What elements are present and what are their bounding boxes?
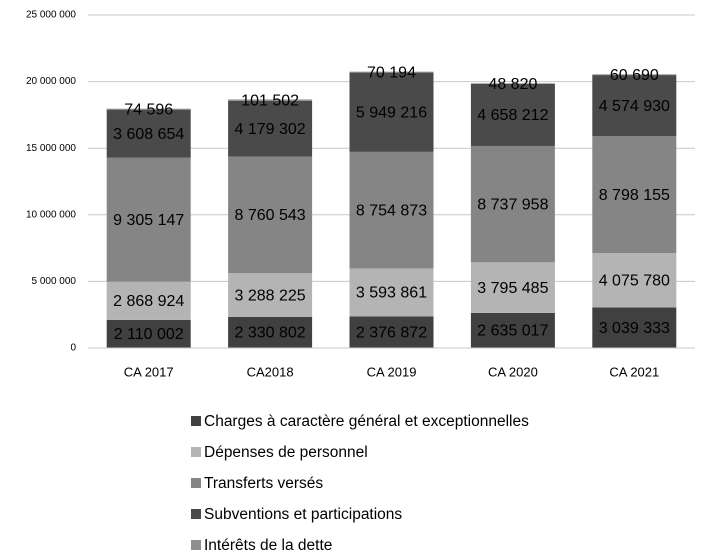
y-tick-label: 5 000 000: [32, 276, 77, 287]
bar-segment: [349, 72, 434, 152]
y-tick-label: 10 000 000: [26, 209, 76, 220]
legend-label: Transferts versés: [204, 475, 323, 492]
data-label: 4 179 302: [235, 121, 306, 138]
data-label: 3 288 225: [235, 287, 306, 304]
x-tick-label: CA 2020: [488, 364, 538, 379]
data-label: 3 795 485: [477, 280, 548, 297]
bar-segment: [228, 273, 313, 317]
x-tick-label: CA 2021: [609, 364, 659, 379]
data-label: 48 820: [488, 76, 537, 93]
bar-segment: [592, 136, 677, 254]
bar-segment: [470, 262, 555, 313]
data-label: 2 110 002: [114, 326, 184, 343]
bar-segment: [106, 109, 191, 158]
data-label: 3 039 333: [599, 320, 670, 337]
bar-segment: [470, 312, 555, 348]
data-label: 2 635 017: [477, 323, 548, 340]
bar-segment: [470, 145, 555, 263]
data-label: 4 075 780: [599, 273, 670, 290]
bar-segment: [592, 253, 677, 308]
data-label: 4 658 212: [477, 107, 548, 124]
bar-segment: [592, 307, 677, 348]
legend-label: Dépenses de personnel: [204, 444, 368, 461]
bar-segment: [470, 83, 555, 146]
data-label: 8 760 543: [235, 207, 306, 224]
x-tick-label: CA 2019: [367, 364, 417, 379]
bar-segment: [592, 74, 677, 76]
bar-segment: [228, 99, 313, 101]
data-label: 3 608 654: [113, 126, 184, 143]
bar-segment: [349, 71, 434, 73]
y-tick-label: 25 000 000: [26, 10, 76, 21]
data-label: 2 868 924: [113, 293, 184, 310]
data-label: 8 737 958: [477, 196, 548, 213]
legend-swatch: [191, 540, 201, 550]
bar-segment: [349, 151, 434, 269]
data-label: 9 305 147: [113, 212, 184, 229]
data-label: 74 596: [124, 101, 173, 118]
legend-label: Charges à caractère général et exception…: [204, 413, 529, 430]
data-label: 3 593 861: [356, 285, 427, 302]
bar-segment: [228, 100, 313, 157]
legend-swatch: [191, 478, 201, 488]
legend-label: Intérêts de la dette: [204, 537, 332, 551]
bar-segment: [106, 319, 191, 348]
y-tick-label: 15 000 000: [26, 143, 76, 154]
legend-label: Subventions et participations: [204, 506, 402, 523]
data-label: 60 690: [610, 67, 659, 84]
data-label: 2 376 872: [356, 324, 427, 341]
data-label: 8 754 873: [356, 202, 427, 219]
bar-segment: [106, 281, 191, 320]
bar-segment: [228, 156, 313, 274]
data-label: 70 194: [367, 64, 416, 81]
bar-segment: [106, 157, 191, 282]
bar-segment: [349, 268, 434, 317]
bar-segment: [592, 75, 677, 137]
y-tick-label: 0: [70, 343, 76, 354]
legend-swatch: [191, 509, 201, 519]
bar-segment: [106, 108, 191, 110]
bar-segment: [228, 316, 313, 348]
legend-swatch: [191, 447, 201, 457]
data-label: 5 949 216: [356, 104, 427, 121]
bar-segment: [349, 316, 434, 348]
x-tick-label: CA2018: [247, 364, 294, 379]
y-tick-label: 20 000 000: [26, 76, 76, 87]
data-label: 4 574 930: [599, 98, 670, 115]
data-label: 101 502: [241, 92, 299, 109]
data-label: 2 330 802: [235, 325, 306, 342]
data-label: 8 798 155: [599, 187, 670, 204]
bar-segment: [470, 83, 555, 84]
legend-swatch: [191, 416, 201, 426]
x-tick-label: CA 2017: [124, 364, 174, 379]
